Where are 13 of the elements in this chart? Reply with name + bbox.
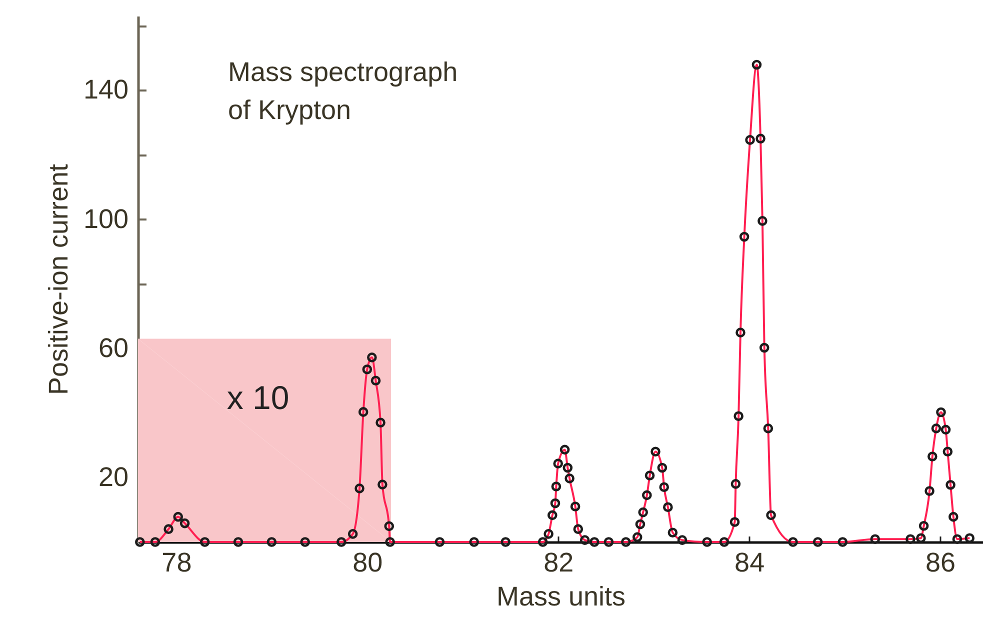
x-tick-label: 84: [734, 548, 765, 578]
y-tick-label: 140: [83, 74, 128, 105]
x-tick-label: 80: [352, 548, 383, 578]
x-tick-label: 78: [162, 548, 192, 578]
y-tick-label: 20: [98, 462, 128, 492]
y-axis-title: Positive-ion current: [43, 163, 74, 396]
y-tick-label: 60: [98, 332, 128, 363]
x-tick-label: 82: [544, 548, 574, 578]
y-tick-label: 100: [83, 204, 128, 234]
annotation: x 10: [226, 379, 290, 416]
x-tick-label: 86: [926, 548, 956, 578]
x-axis-title: Mass units: [496, 582, 626, 612]
text: Mass spectrograph of Krypton: [228, 57, 458, 125]
